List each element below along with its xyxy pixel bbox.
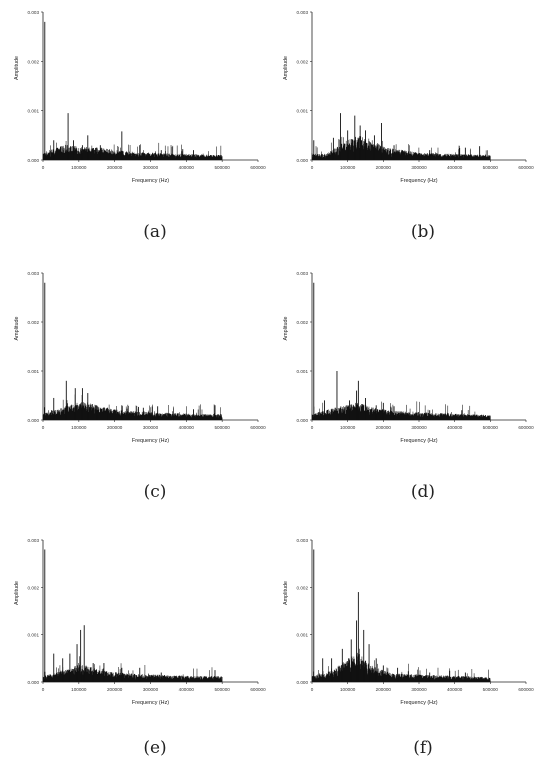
x-tick-label-a: 400000 — [179, 165, 195, 170]
y-tick-label-c: 0.000 — [28, 418, 40, 423]
x-tick-label-e: 100000 — [71, 687, 87, 692]
x-tick-label-b: 500000 — [483, 165, 499, 170]
x-tick-label-e: 300000 — [143, 687, 159, 692]
x-tick-label-d: 400000 — [447, 425, 463, 430]
x-tick-label-c: 500000 — [214, 425, 230, 430]
x-tick-label-f: 600000 — [518, 687, 534, 692]
x-tick-label-e: 200000 — [107, 687, 123, 692]
panel-caption-f: (f) — [413, 738, 433, 758]
y-tick-label-e: 0.002 — [28, 585, 40, 590]
x-tick-label-f: 400000 — [447, 687, 463, 692]
y-tick-label-b: 0.000 — [297, 158, 309, 163]
x-tick-label-c: 100000 — [71, 425, 87, 430]
panel-caption-e: (e) — [143, 738, 167, 758]
panel-b: 0.000 0.001 0.002 0.003 0 100000 200000 300000 4… — [283, 10, 534, 184]
x-tick-label-a: 600000 — [250, 165, 266, 170]
x-axis-label-a: Frequency (Hz) — [132, 178, 169, 184]
x-tick-label-a: 300000 — [143, 165, 159, 170]
y-tick-label-b: 0.001 — [297, 109, 309, 114]
x-tick-label-b: 300000 — [411, 165, 427, 170]
panel-f: 0.000 0.001 0.002 0.003 0 100000 200000 300000 4… — [283, 538, 534, 706]
x-tick-label-a: 500000 — [214, 165, 230, 170]
x-tick-label-e: 0 — [42, 687, 45, 692]
x-tick-label-a: 200000 — [107, 165, 123, 170]
x-tick-label-b: 200000 — [376, 165, 392, 170]
y-tick-label-a: 0.003 — [28, 10, 40, 15]
panel-caption-b: (b) — [410, 222, 436, 242]
x-tick-label-a: 0 — [42, 165, 45, 170]
x-tick-label-f: 100000 — [340, 687, 356, 692]
x-tick-label-b: 0 — [311, 165, 314, 170]
x-tick-label-d: 200000 — [376, 425, 392, 430]
panel-caption-a: (a) — [143, 222, 167, 242]
x-tick-label-b: 100000 — [340, 165, 356, 170]
x-tick-label-c: 400000 — [179, 425, 195, 430]
spectrum-f — [311, 648, 491, 682]
x-tick-label-e: 400000 — [179, 687, 195, 692]
y-tick-label-f: 0.001 — [297, 633, 309, 638]
y-tick-label-b: 0.003 — [297, 10, 309, 15]
x-tick-label-f: 500000 — [483, 687, 499, 692]
y-tick-label-b: 0.002 — [297, 59, 309, 64]
y-tick-label-f: 0.000 — [297, 680, 309, 685]
panel-d: 0.000 0.001 0.002 0.003 0 100000 200000 300000 4… — [283, 271, 534, 444]
y-tick-label-d: 0.001 — [297, 369, 309, 374]
y-tick-label-e: 0.003 — [28, 538, 40, 543]
y-axis-label-c: Amplitude — [14, 317, 20, 341]
panel-c: 0.000 0.001 0.002 0.003 0 100000 200000 300000 4… — [14, 271, 266, 444]
y-axis-label-e: Amplitude — [14, 581, 20, 605]
x-axis-label-f: Frequency (Hz) — [400, 700, 437, 706]
x-tick-label-d: 500000 — [483, 425, 499, 430]
x-tick-label-d: 300000 — [411, 425, 427, 430]
x-tick-label-e: 600000 — [250, 687, 266, 692]
panel-caption-c: (c) — [143, 482, 167, 502]
x-tick-label-f: 300000 — [411, 687, 427, 692]
x-tick-label-e: 500000 — [214, 687, 230, 692]
spectrum-a — [42, 141, 223, 160]
x-axis-label-b: Frequency (Hz) — [400, 178, 437, 184]
y-tick-label-a: 0.001 — [28, 109, 40, 114]
x-tick-label-d: 600000 — [518, 425, 534, 430]
x-tick-label-a: 100000 — [71, 165, 87, 170]
spectrum-b — [311, 136, 491, 160]
y-tick-label-f: 0.002 — [297, 585, 309, 590]
y-tick-label-a: 0.000 — [28, 158, 40, 163]
y-tick-label-e: 0.000 — [28, 680, 40, 685]
y-axis-label-f: Amplitude — [283, 581, 289, 605]
y-axis-label-a: Amplitude — [14, 56, 20, 80]
x-tick-label-c: 200000 — [107, 425, 123, 430]
x-tick-label-d: 0 — [311, 425, 314, 430]
y-tick-label-d: 0.002 — [297, 320, 309, 325]
y-tick-label-f: 0.003 — [297, 538, 309, 543]
y-tick-label-c: 0.003 — [28, 271, 40, 276]
panel-caption-d: (d) — [410, 482, 436, 502]
spectrum-c — [42, 394, 223, 420]
x-axis-label-d: Frequency (Hz) — [400, 438, 437, 444]
spectrum-d — [311, 401, 491, 420]
y-tick-label-d: 0.000 — [297, 418, 309, 423]
x-axis-label-c: Frequency (Hz) — [132, 438, 169, 444]
y-axis-label-d: Amplitude — [283, 317, 289, 341]
y-tick-label-d: 0.003 — [297, 271, 309, 276]
x-tick-label-f: 200000 — [376, 687, 392, 692]
x-tick-label-b: 400000 — [447, 165, 463, 170]
x-tick-label-b: 600000 — [518, 165, 534, 170]
panel-a: 0.000 0.001 0.002 0.003 0 100000 200000 300000 4… — [14, 10, 266, 184]
y-tick-label-e: 0.001 — [28, 633, 40, 638]
x-tick-label-c: 600000 — [250, 425, 266, 430]
x-tick-label-f: 0 — [311, 687, 314, 692]
y-tick-label-c: 0.002 — [28, 320, 40, 325]
x-tick-label-c: 0 — [42, 425, 45, 430]
y-tick-label-c: 0.001 — [28, 369, 40, 374]
y-tick-label-a: 0.002 — [28, 59, 40, 64]
y-axis-label-b: Amplitude — [283, 56, 289, 80]
x-tick-label-c: 300000 — [143, 425, 159, 430]
x-tick-label-d: 100000 — [340, 425, 356, 430]
panel-e: 0.000 0.001 0.002 0.003 0 100000 200000 300000 4… — [14, 538, 266, 706]
x-axis-label-e: Frequency (Hz) — [132, 700, 169, 706]
